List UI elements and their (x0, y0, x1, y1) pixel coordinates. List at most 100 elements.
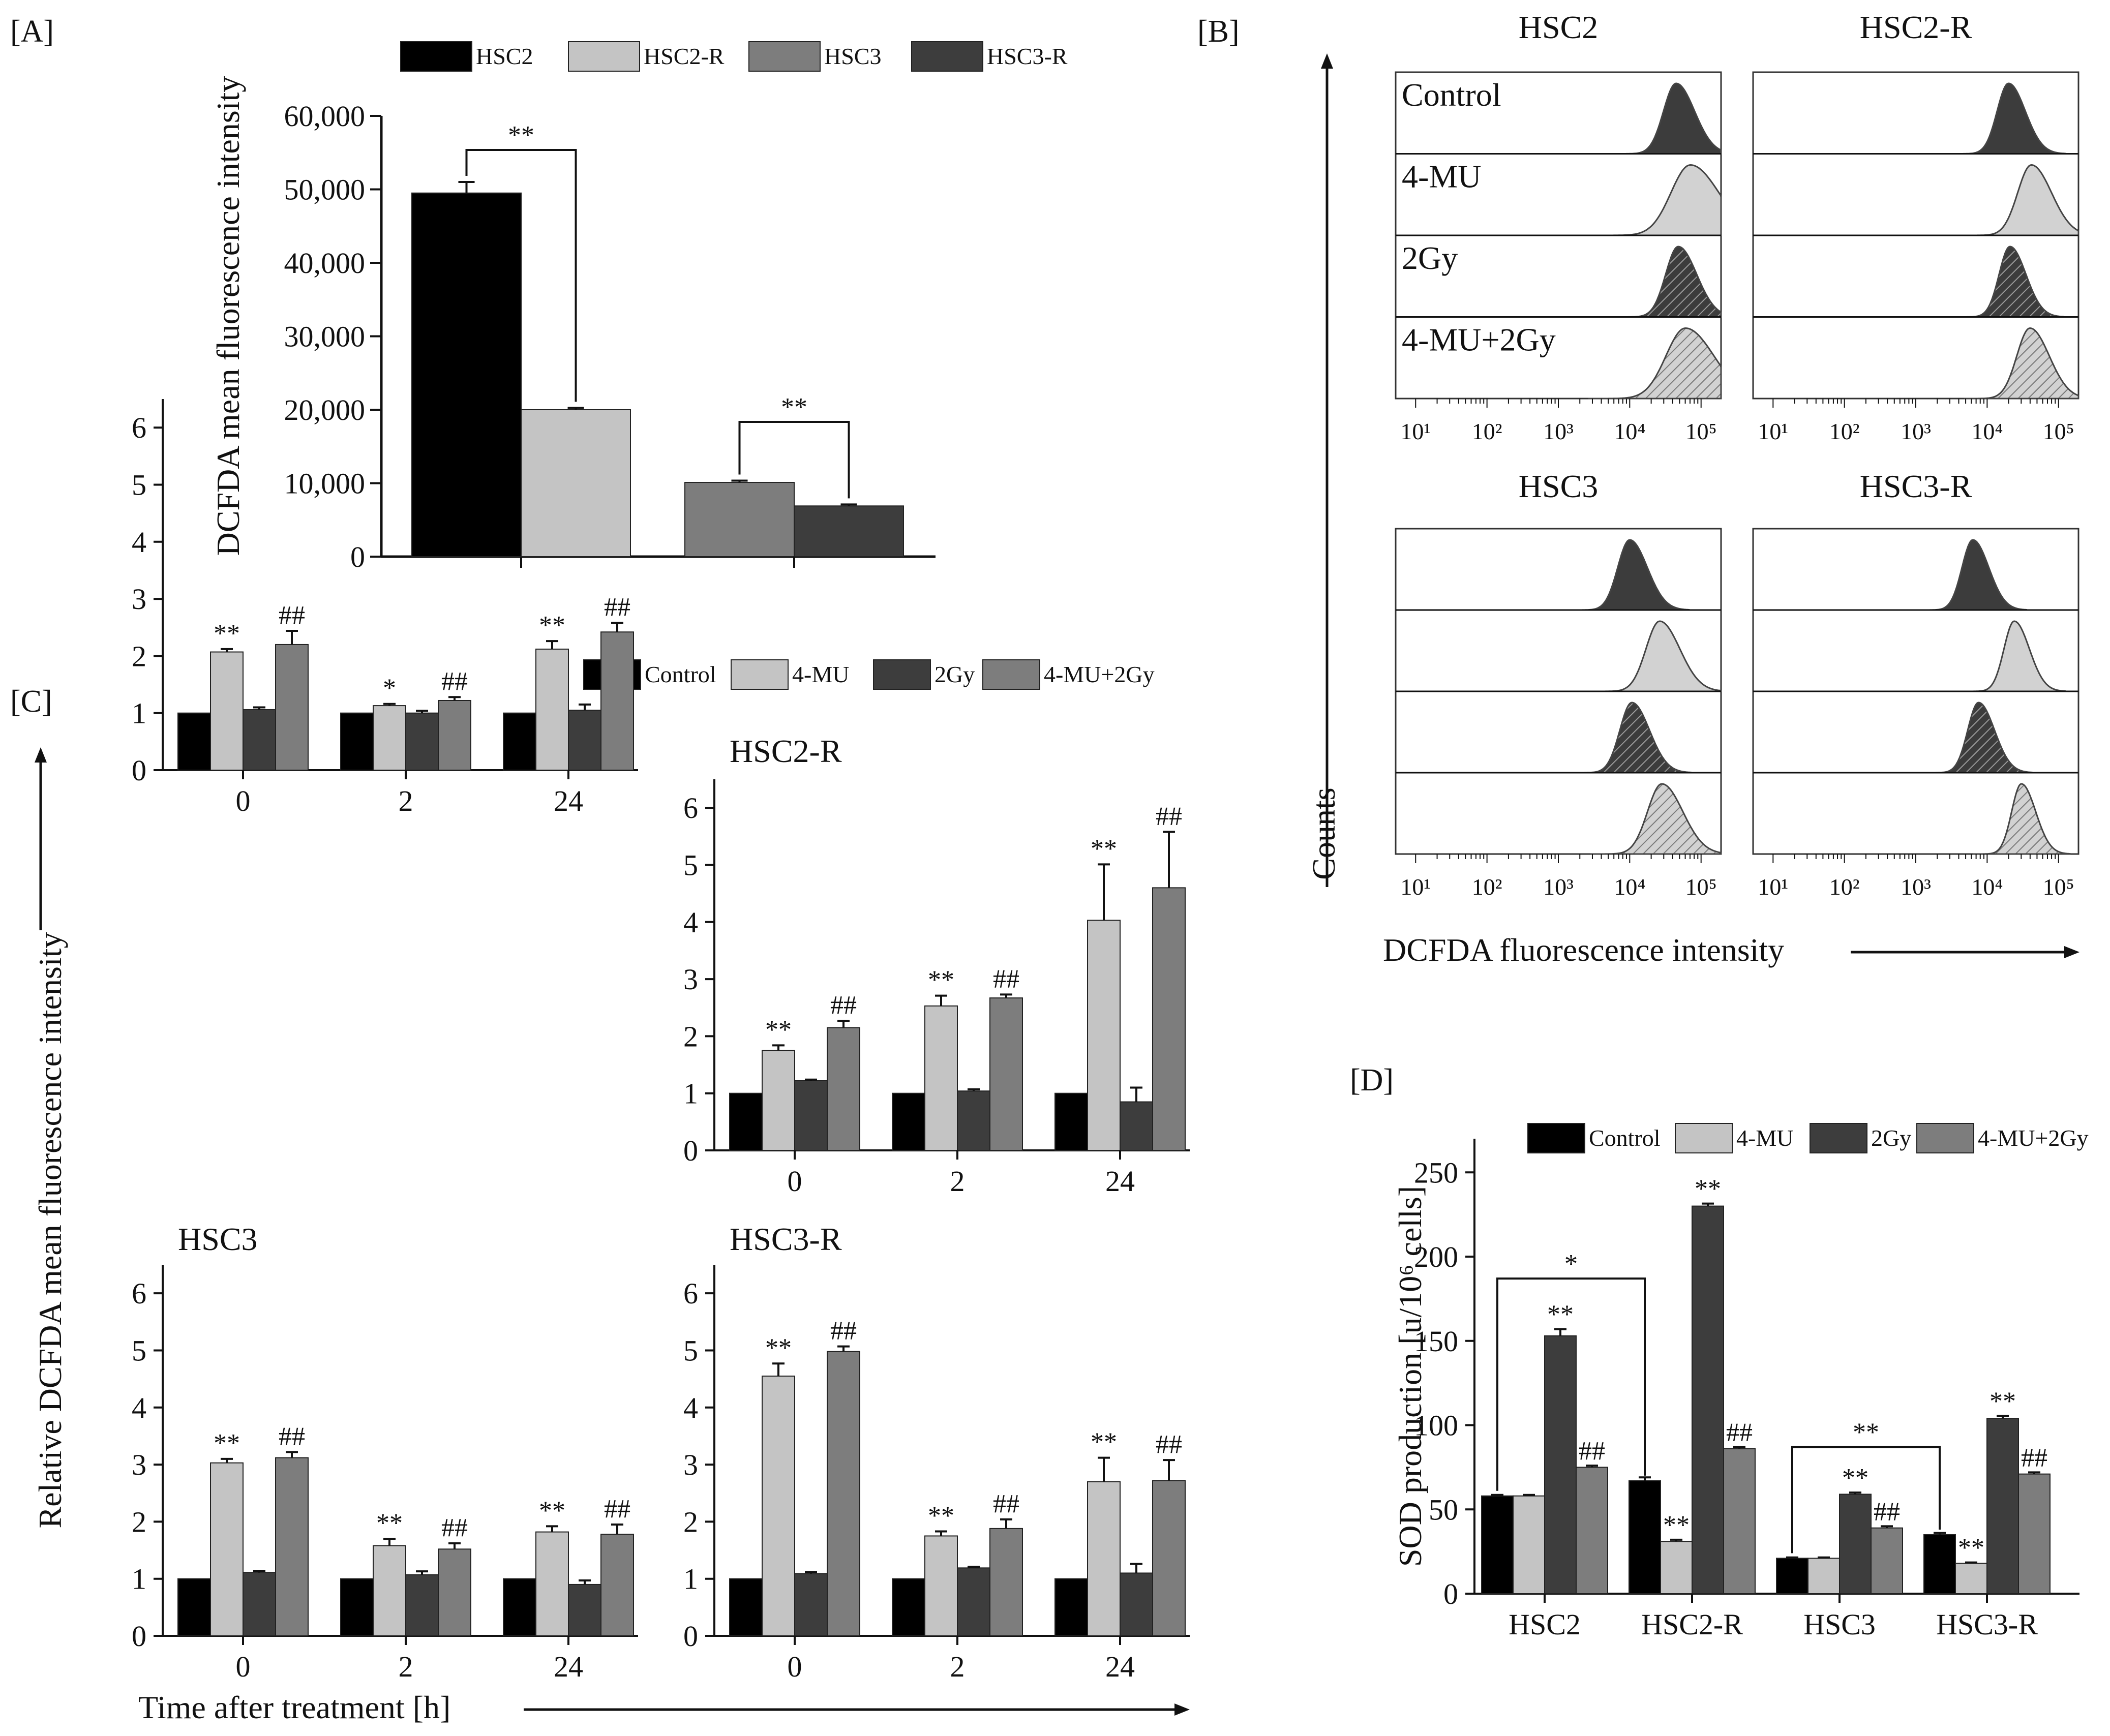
x-tick-label: 10³ (1543, 874, 1574, 900)
histogram-cell-HSC3-R: HSC3-R 10¹ 10² 10³ 10⁴ 10⁵ (1752, 468, 2079, 900)
bar-HSC2 (411, 192, 522, 558)
annotation: ** (1842, 1464, 1868, 1493)
bar-2Gy (957, 1567, 990, 1636)
histogram-peak-Control (1570, 539, 1690, 611)
histogram-peak-4-MU+2Gy (1964, 327, 2079, 400)
bar-Control (503, 1578, 536, 1637)
bar-4-MU (535, 1531, 569, 1637)
legend-label-2Gy: 2Gy (935, 661, 975, 687)
y-tick-label: 50 (1429, 1493, 1458, 1526)
bar-4-MU+2Gy (600, 631, 634, 771)
bar-2Gy (568, 1583, 601, 1637)
panel-d: [D] Control 4-MU 2Gy 4-MU+2Gy 0 50 100 150 200 250… (1350, 1063, 2089, 1641)
x-tick-label: 0 (236, 784, 251, 817)
x-tick-label: 10⁴ (1614, 874, 1645, 900)
y-tick-label: 0 (350, 540, 365, 573)
annotation: ## (2021, 1443, 2047, 1472)
y-tick-label: 0 (132, 754, 146, 787)
bar-2Gy (957, 1090, 990, 1151)
y-tick-label: 40,000 (284, 247, 366, 280)
x-tick-label: 10¹ (1758, 874, 1788, 900)
histogram-peak-4-MU (1593, 164, 1722, 236)
bar-2Gy (794, 1080, 828, 1151)
legend-label-Control: Control (645, 661, 716, 687)
subplot-HSC2-R: HSC2-R 0 1 2 3 4 5 6 0 ** ## 2 ** ## 24 ** ## (683, 733, 1190, 1198)
bar-2Gy (1692, 1205, 1724, 1594)
annotation-star: ** (1091, 1428, 1117, 1457)
histogram-peak-Control (1918, 539, 2028, 611)
histogram-peak-4-MU (1963, 164, 2079, 236)
subplot-HSC3-R: HSC3-R 0 1 2 3 4 5 6 0 ** ## 2 ** ## 24 ** ## (683, 1221, 1190, 1683)
histogram-title: HSC2 (1519, 9, 1599, 45)
y-tick-label: 3 (132, 583, 146, 616)
y-tick-label: 2 (132, 1505, 146, 1538)
panel-label-c: [C] (10, 684, 52, 719)
x-tick-label: 10³ (1901, 418, 1931, 444)
y-tick-label: 200 (1414, 1240, 1458, 1273)
significance-label: ** (781, 393, 807, 422)
bar-4-MU+2Gy (827, 1351, 860, 1637)
bar-Control (340, 1578, 374, 1637)
y-tick-label: 0 (132, 1620, 146, 1653)
bar-4-MU (762, 1050, 795, 1151)
legend-label-HSC2: HSC2 (476, 43, 533, 69)
annotation-star: ** (214, 619, 240, 648)
y-tick-label: 0 (1443, 1577, 1458, 1610)
legend-label-HSC3-R: HSC3-R (987, 43, 1068, 69)
legend-swatch-HSC2-R (568, 41, 640, 72)
bar-HSC2-R (521, 409, 631, 557)
y-axis-title: SOD production [u/10⁶ cells] (1392, 1186, 1428, 1567)
x-tick-label: 0 (788, 1165, 802, 1198)
x-tick-label: 10² (1829, 418, 1860, 444)
row-label-4-MU+2Gy: 4-MU+2Gy (1402, 322, 1556, 358)
subplot-title: HSC3-R (730, 1221, 842, 1257)
legend-swatch-4-MU (731, 659, 789, 690)
y-tick-label: 30,000 (284, 320, 366, 353)
x-tick-label: HSC2-R (1641, 1608, 1743, 1641)
bar-Control (177, 712, 211, 771)
panel-label-a: [A] (10, 14, 54, 49)
x-tick-label: 10⁴ (1614, 418, 1645, 444)
x-tick-label: 24 (554, 1650, 583, 1683)
bar-4-MU (1955, 1563, 1987, 1594)
y-tick-label: 4 (683, 1391, 698, 1424)
annotation-star: ** (765, 1333, 792, 1362)
y-arrow-head (35, 747, 47, 763)
legend-label-HSC2-R: HSC2-R (644, 43, 725, 69)
annotation-hash: ## (1156, 802, 1182, 831)
histogram-title: HSC2-R (1860, 9, 1972, 45)
annotation: ** (1695, 1175, 1721, 1204)
histogram-peak-Control (1613, 82, 1722, 155)
histogram-peak-4-MU (1591, 620, 1722, 692)
bar-Control (892, 1092, 925, 1151)
histogram-peak-4-MU+2Gy (1588, 327, 1722, 400)
x-tick-label: 0 (788, 1650, 802, 1683)
x-axis-title: Time after treatment [h] (138, 1689, 450, 1725)
y-tick-label: 5 (132, 468, 146, 501)
subplot-HSC2: HSC201234560**##2*##24**## (132, 399, 638, 817)
significance-bracket (465, 149, 577, 402)
bar-4-MU+2Gy (275, 1457, 309, 1637)
annotation-hash: ## (993, 964, 1019, 993)
histogram-peak-Control (1951, 82, 2067, 155)
significance-label: ** (508, 121, 534, 150)
annotation-star: ** (928, 966, 954, 995)
bar-4-MU+2Gy (827, 1027, 860, 1151)
y-tick-label: 6 (132, 411, 146, 444)
legend-swatch-HSC3 (748, 41, 821, 72)
bar-4-MU (1807, 1558, 1840, 1595)
bar-4-MU+2Gy (1871, 1527, 1903, 1594)
legend-swatch-4-MU+2Gy (982, 659, 1040, 690)
bar-Control (1629, 1480, 1661, 1595)
legend-swatch-4-MU+2Gy (1916, 1123, 1974, 1153)
histogram-peak-2Gy (1615, 246, 1722, 318)
y-tick-label: 4 (132, 526, 146, 559)
annotation: ** (1958, 1534, 1984, 1563)
x-tick-label: 10³ (1901, 874, 1931, 900)
y-tick-label: 4 (683, 906, 698, 939)
annotation-hash: ## (441, 667, 468, 696)
annotation-star: ** (539, 1496, 565, 1525)
bar-2Gy (1986, 1418, 2019, 1595)
bar-2Gy (405, 1574, 439, 1637)
y-tick-label: 10,000 (284, 467, 366, 500)
